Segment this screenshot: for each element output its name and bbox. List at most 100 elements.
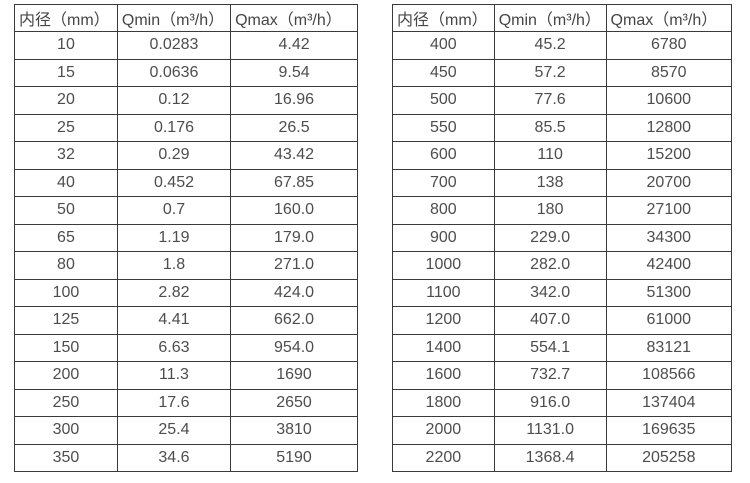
table-row: 50 0.7 160.0 xyxy=(14,196,358,225)
table-row: 300 25.4 3810 xyxy=(14,416,358,445)
table-cell: 5190 xyxy=(230,443,358,472)
table-row: 200 11.3 1690 xyxy=(14,361,358,390)
table-cell: 26.5 xyxy=(230,113,358,142)
table-cell: 12800 xyxy=(605,113,733,142)
table-row: 2200 1368.4 205258 xyxy=(392,443,733,472)
table-cell: 800 xyxy=(392,196,495,225)
table-cell: 40 xyxy=(14,168,118,197)
table-cell: 42400 xyxy=(605,251,733,280)
table-cell: 407.0 xyxy=(493,306,607,335)
table-row: 600 110 15200 xyxy=(392,141,733,170)
table-cell: 8570 xyxy=(605,58,733,87)
table-row: 20 0.12 16.96 xyxy=(14,86,358,115)
table-cell: 282.0 xyxy=(493,251,607,280)
table-cell: 1.19 xyxy=(116,223,232,252)
table-cell: 342.0 xyxy=(493,278,607,307)
table-cell: 0.452 xyxy=(116,168,232,197)
table-cell: 1131.0 xyxy=(493,416,607,445)
table-row: 1100 342.0 51300 xyxy=(392,278,733,307)
table-cell: 550 xyxy=(392,113,495,142)
header-qmin: Qmin（m³/h） xyxy=(493,4,607,32)
table-row: 1000 282.0 42400 xyxy=(392,251,733,280)
table-cell: 450 xyxy=(392,58,495,87)
table-row: 150 6.63 954.0 xyxy=(14,333,358,362)
table-cell: 25.4 xyxy=(116,416,232,445)
table-cell: 700 xyxy=(392,168,495,197)
table-cell: 160.0 xyxy=(230,196,358,225)
table-row: 10 0.0283 4.42 xyxy=(14,31,358,60)
table-cell: 2000 xyxy=(392,416,495,445)
table-cell: 10600 xyxy=(605,86,733,115)
table-cell: 43.42 xyxy=(230,141,358,170)
table-cell: 108566 xyxy=(605,361,733,390)
table-cell: 1100 xyxy=(392,278,495,307)
table-cell: 110 xyxy=(493,141,607,170)
table-row: 32 0.29 43.42 xyxy=(14,141,358,170)
table-cell: 2650 xyxy=(230,388,358,417)
table-cell: 50 xyxy=(14,196,118,225)
table-cell: 9.54 xyxy=(230,58,358,87)
table-cell: 229.0 xyxy=(493,223,607,252)
table-cell: 65 xyxy=(14,223,118,252)
table-cell: 138 xyxy=(493,168,607,197)
table-row: 1200 407.0 61000 xyxy=(392,306,733,335)
table-cell: 169635 xyxy=(605,416,733,445)
table-row: 500 77.6 10600 xyxy=(392,86,733,115)
table-row: 40 0.452 67.85 xyxy=(14,168,358,197)
table-cell: 0.29 xyxy=(116,141,232,170)
table-cell: 0.12 xyxy=(116,86,232,115)
table-header-row: 内径（mm） Qmin（m³/h） Qmax（m³/h） xyxy=(14,4,358,32)
table-cell: 1600 xyxy=(392,361,495,390)
header-inner-diameter: 内径（mm） xyxy=(14,4,118,32)
table-row: 100 2.82 424.0 xyxy=(14,278,358,307)
table-cell: 6780 xyxy=(605,31,733,60)
table-row: 1600 732.7 108566 xyxy=(392,361,733,390)
table-cell: 16.96 xyxy=(230,86,358,115)
table-cell: 15200 xyxy=(605,141,733,170)
table-cell: 150 xyxy=(14,333,118,362)
table-cell: 67.85 xyxy=(230,168,358,197)
table-cell: 1.8 xyxy=(116,251,232,280)
table-cell: 34300 xyxy=(605,223,733,252)
header-qmax: Qmax（m³/h） xyxy=(605,4,733,32)
table-row: 250 17.6 2650 xyxy=(14,388,358,417)
table-cell: 250 xyxy=(14,388,118,417)
table-cell: 15 xyxy=(14,58,118,87)
table-cell: 350 xyxy=(14,443,118,472)
table-cell: 4.42 xyxy=(230,31,358,60)
table-row: 350 34.6 5190 xyxy=(14,443,358,472)
table-row: 1400 554.1 83121 xyxy=(392,333,733,362)
table-cell: 1000 xyxy=(392,251,495,280)
table-cell: 57.2 xyxy=(493,58,607,87)
table-cell: 25 xyxy=(14,113,118,142)
table-cell: 0.7 xyxy=(116,196,232,225)
table-cell: 27100 xyxy=(605,196,733,225)
table-cell: 6.63 xyxy=(116,333,232,362)
small-diameter-flow-table: 内径（mm） Qmin（m³/h） Qmax（m³/h） 10 0.0283 4.4… xyxy=(14,4,358,472)
table-cell: 11.3 xyxy=(116,361,232,390)
table-cell: 916.0 xyxy=(493,388,607,417)
table-cell: 137404 xyxy=(605,388,733,417)
table-cell: 300 xyxy=(14,416,118,445)
table-row: 80 1.8 271.0 xyxy=(14,251,358,280)
table-row: 400 45.2 6780 xyxy=(392,31,733,60)
table-cell: 100 xyxy=(14,278,118,307)
table-cell: 1800 xyxy=(392,388,495,417)
table-cell: 954.0 xyxy=(230,333,358,362)
table-cell: 0.0636 xyxy=(116,58,232,87)
table-cell: 732.7 xyxy=(493,361,607,390)
table-cell: 80 xyxy=(14,251,118,280)
table-row: 1800 916.0 137404 xyxy=(392,388,733,417)
table-cell: 0.0283 xyxy=(116,31,232,60)
table-row: 800 180 27100 xyxy=(392,196,733,225)
table-cell: 32 xyxy=(14,141,118,170)
table-cell: 271.0 xyxy=(230,251,358,280)
table-cell: 2200 xyxy=(392,443,495,472)
flow-tables-container: 内径（mm） Qmin（m³/h） Qmax（m³/h） 10 0.0283 4.4… xyxy=(14,4,733,472)
table-cell: 77.6 xyxy=(493,86,607,115)
table-row: 125 4.41 662.0 xyxy=(14,306,358,335)
table-cell: 20 xyxy=(14,86,118,115)
table-cell: 500 xyxy=(392,86,495,115)
header-inner-diameter: 内径（mm） xyxy=(392,4,495,32)
table-cell: 83121 xyxy=(605,333,733,362)
